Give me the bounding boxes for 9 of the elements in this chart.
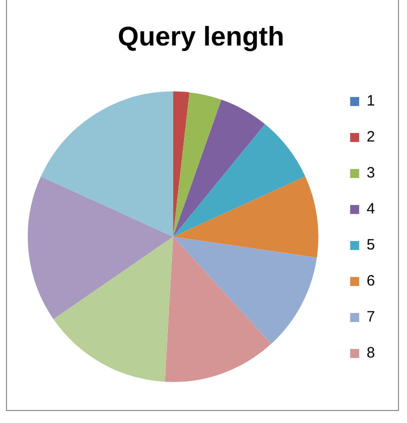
legend-label: 3 [366, 164, 375, 182]
legend-label: 1 [366, 92, 375, 110]
legend-label: 2 [366, 128, 375, 146]
legend-label: 6 [366, 272, 375, 290]
legend-label: 8 [366, 344, 375, 362]
legend-label: 4 [366, 200, 375, 218]
chart-title: Query length [118, 22, 284, 52]
legend-label: 7 [366, 308, 375, 326]
legend-label: 5 [366, 236, 375, 254]
